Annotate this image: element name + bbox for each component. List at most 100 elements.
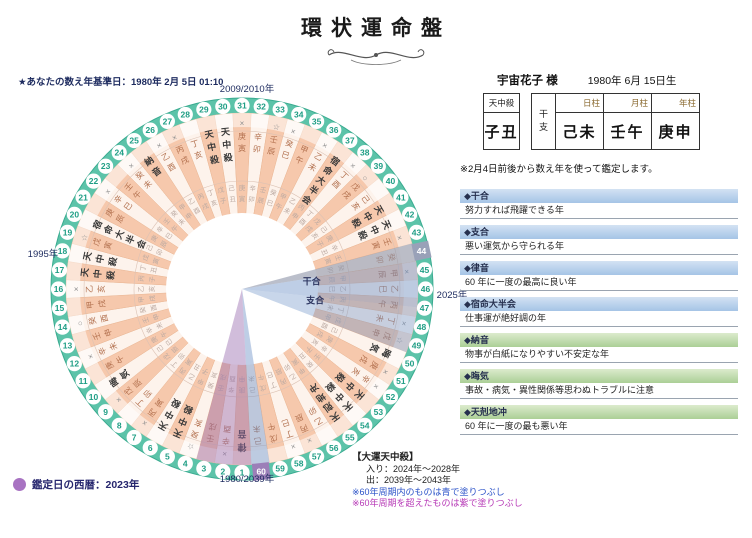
svg-text:亥: 亥 [193, 417, 204, 429]
svg-text:42: 42 [405, 209, 415, 219]
svg-text:丑: 丑 [192, 362, 202, 372]
wheel-number-34: 34 [291, 106, 307, 123]
svg-text:4: 4 [183, 459, 188, 469]
svg-text:乙: 乙 [313, 151, 324, 163]
svg-text:乙: 乙 [187, 196, 197, 206]
svg-text:巳: 巳 [265, 199, 274, 209]
svg-text:未: 未 [307, 161, 319, 174]
svg-text:殺: 殺 [106, 255, 119, 268]
svg-text:子: 子 [219, 196, 228, 205]
wheel-number-59: 59 [272, 460, 288, 477]
daiun-out: 出：2039年～2043年 [366, 475, 452, 485]
svg-text:寅: 寅 [239, 194, 246, 203]
svg-text:庚: 庚 [103, 207, 116, 219]
svg-text:44: 44 [417, 246, 427, 256]
legend-item-1: ◆干合 努力すれば飛躍できる年 [460, 189, 738, 219]
svg-text:18: 18 [58, 246, 68, 256]
svg-text:☆: ☆ [272, 122, 281, 132]
svg-text:○: ○ [360, 173, 370, 183]
wheel-number-20: 20 [66, 206, 82, 222]
svg-text:戌: 戌 [200, 201, 210, 212]
svg-text:辛: 辛 [249, 183, 257, 193]
marker-50: 晦気 [368, 342, 394, 360]
svg-text:32: 32 [256, 102, 266, 112]
svg-text:35: 35 [312, 116, 322, 126]
svg-text:乙: 乙 [160, 151, 171, 163]
svg-text:寅: 寅 [102, 240, 114, 251]
svg-text:丑: 丑 [229, 195, 237, 204]
svg-text:○: ○ [75, 320, 85, 327]
svg-text:甲: 甲 [296, 366, 306, 376]
svg-text:24: 24 [114, 148, 124, 158]
svg-text:29: 29 [199, 105, 209, 115]
svg-text:戊: 戊 [258, 383, 267, 393]
legend-item-4: ◆宿命大半会 仕事運が絶好調の年 [460, 297, 738, 327]
svg-text:丑: 丑 [297, 351, 308, 362]
svg-text:癸: 癸 [284, 137, 295, 149]
svg-text:戌: 戌 [315, 329, 326, 340]
svg-text:癸: 癸 [189, 429, 200, 441]
svg-text:59: 59 [275, 463, 285, 473]
svg-text:乙: 乙 [287, 371, 297, 381]
svg-text:☆: ☆ [394, 335, 405, 345]
wheel-number-49: 49 [408, 338, 425, 354]
svg-text:中: 中 [206, 140, 217, 153]
svg-text:乙: 乙 [339, 286, 347, 293]
svg-text:壬: 壬 [333, 253, 344, 262]
wheel-number-44: 44 [411, 240, 432, 261]
svg-text:亥: 亥 [210, 197, 219, 208]
svg-text:丙: 丙 [137, 274, 146, 282]
svg-text:支合: 支合 [305, 295, 325, 306]
svg-text:丁: 丁 [190, 138, 200, 149]
tenchusatsu-value: 子丑 [484, 113, 520, 150]
day-pillar-header: 日柱 [556, 94, 604, 113]
svg-text:己: 己 [155, 343, 166, 353]
wheel-number-43: 43 [408, 224, 425, 240]
svg-text:戊: 戊 [140, 253, 151, 262]
svg-text:辛: 辛 [96, 346, 108, 357]
svg-text:己: 己 [145, 243, 155, 253]
svg-text:戌: 戌 [358, 354, 371, 366]
svg-text:庚: 庚 [238, 131, 246, 141]
svg-text:巳: 巳 [328, 286, 336, 293]
wheel-number-53: 53 [370, 404, 386, 420]
eto-label: 干支 [532, 94, 556, 150]
svg-text:41: 41 [396, 192, 406, 202]
svg-text:晦: 晦 [380, 347, 394, 360]
tenchusatsu-table: 天中殺 子丑 [483, 93, 520, 150]
svg-text:丁: 丁 [386, 316, 396, 326]
wheel-number-37: 37 [342, 132, 358, 149]
svg-text:丙: 丙 [146, 406, 158, 418]
svg-text:癸: 癸 [206, 380, 215, 391]
svg-text:20: 20 [70, 209, 80, 219]
svg-text:天: 天 [204, 128, 216, 140]
legend-term: ◆天剋地冲 [460, 405, 738, 419]
svg-text:26: 26 [146, 125, 156, 135]
wheel-number-55: 55 [342, 429, 358, 446]
year-pillar-value: 庚申 [652, 113, 700, 150]
svg-text:庚: 庚 [238, 386, 245, 395]
svg-text:16: 16 [54, 284, 64, 294]
marker-30: 天中殺 [220, 126, 234, 163]
svg-text:乙: 乙 [313, 415, 324, 427]
svg-text:己: 己 [228, 184, 236, 193]
svg-text:戊: 戊 [269, 433, 279, 444]
svg-text:卯: 卯 [282, 362, 292, 373]
svg-text:亥: 亥 [96, 285, 106, 293]
svg-text:27: 27 [163, 116, 173, 126]
svg-text:丙: 丙 [296, 202, 306, 213]
svg-text:庚: 庚 [103, 360, 116, 372]
svg-text:52: 52 [386, 392, 396, 402]
setsubun-note: ※2月4日前後から数え年を使って鑑定します。 [460, 164, 658, 175]
svg-text:×: × [72, 286, 81, 291]
svg-text:丁: 丁 [304, 209, 315, 220]
wheel-number-57: 57 [309, 449, 325, 465]
svg-text:8: 8 [117, 420, 122, 430]
svg-text:庚: 庚 [239, 183, 246, 192]
wheel-number-14: 14 [54, 319, 71, 335]
marker-29: 天中殺 [204, 128, 221, 166]
svg-text:音: 音 [237, 429, 246, 440]
page-title: 環状運命盤 [301, 16, 451, 40]
svg-text:辰: 辰 [274, 366, 284, 376]
svg-text:辛: 辛 [154, 224, 165, 235]
